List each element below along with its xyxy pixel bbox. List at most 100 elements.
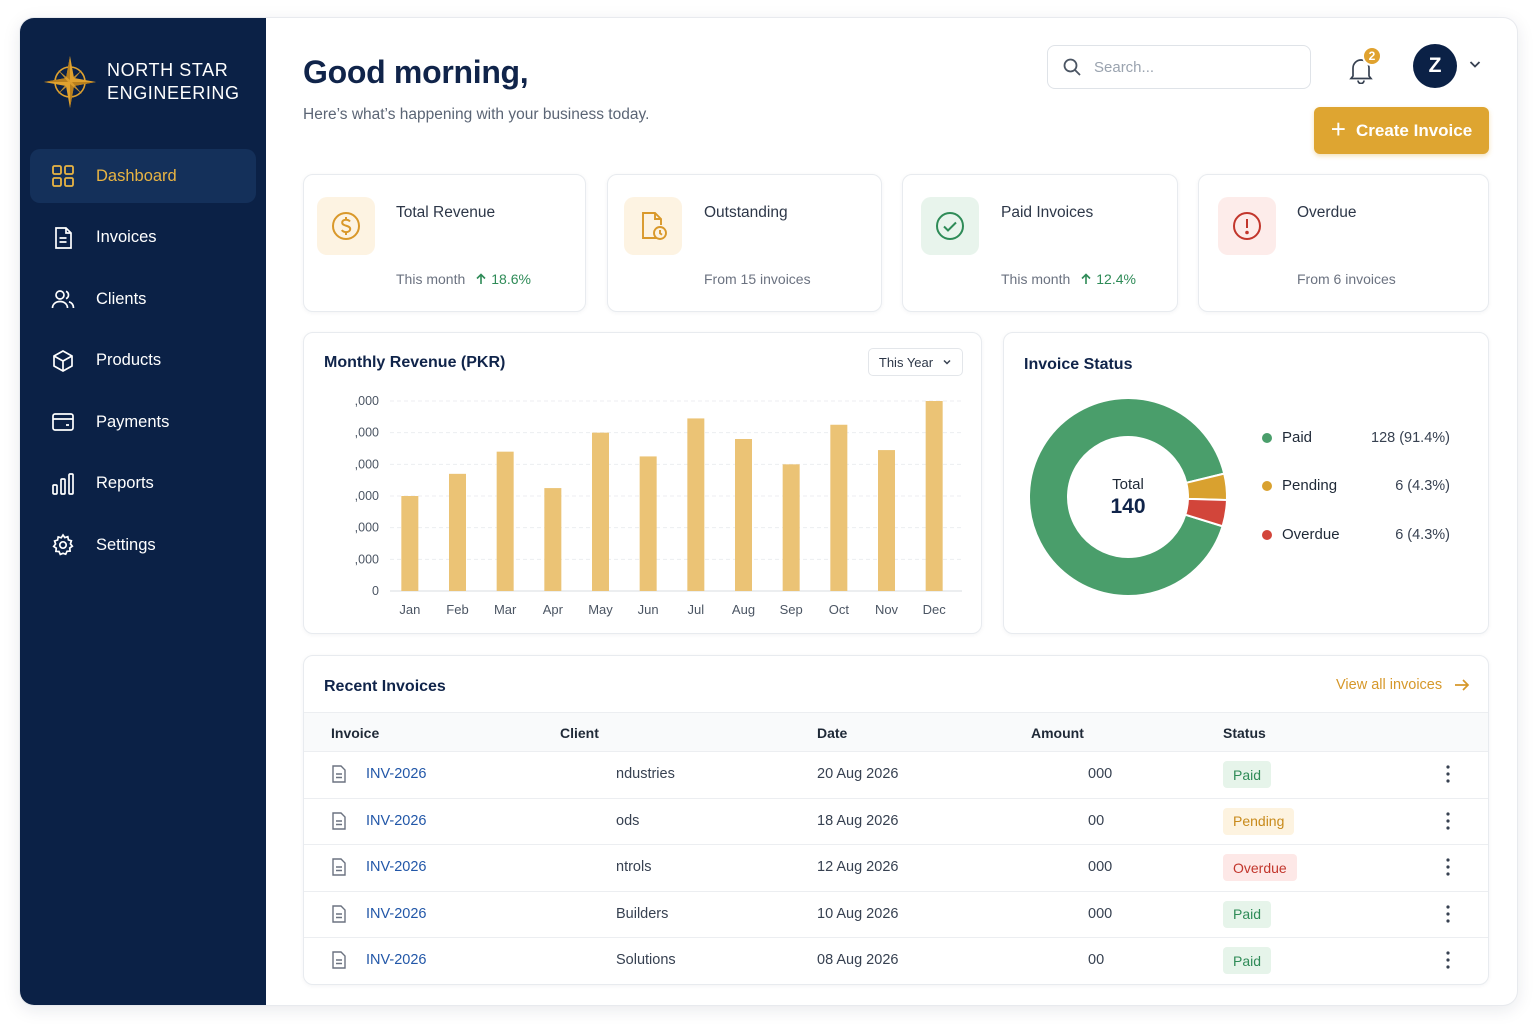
invoice-number-link[interactable]: INV-2026 [366,905,427,922]
search-input[interactable] [1094,58,1284,76]
legend-dot [1262,480,1272,491]
document-icon [332,858,346,876]
x-tick-label: Oct [829,602,850,617]
revenue-chart-card: Monthly Revenue (PKR) This Year 0 ,000 ,00… [303,332,982,634]
sidebar-item-dashboard[interactable]: Dashboard [30,149,256,203]
stat-footer: From 6 invoices [1297,271,1396,287]
y-tick-label: ,000 [355,521,379,535]
more-options-icon[interactable] [1440,763,1456,785]
y-tick-label: ,000 [355,394,379,408]
sidebar-item-reports[interactable]: Reports [30,457,256,511]
stat-card-total-revenue[interactable]: Total Revenue This month 18.6% [303,174,586,312]
legend-label: Overdue [1282,526,1340,543]
revenue-chart-title: Monthly Revenue (PKR) [324,354,506,371]
sidebar-item-label: Reports [96,474,154,492]
brand[interactable]: NORTH STAR ENGINEERING [42,54,240,110]
stat-title: Outstanding [704,204,788,221]
search-box[interactable] [1047,45,1311,89]
revenue-bar[interactable] [687,418,705,591]
sidebar-item-label: Dashboard [96,166,177,185]
sidebar-item-products[interactable]: Products [30,334,256,388]
table-row[interactable]: INV-2026 ods 18 Aug 2026 00 Pending [304,799,1488,845]
table-row[interactable]: INV-2026 Solutions 08 Aug 2026 00 Paid [304,938,1488,985]
invoice-number-link[interactable]: INV-2026 [366,952,427,968]
invoice-amount: 000 [1088,905,1113,922]
stat-card-paid-invoices[interactable]: Paid Invoices This month 12.4% [902,174,1178,312]
invoice-amount: 000 [1088,766,1113,782]
legend-value: 128 (91.4%) [1371,429,1450,446]
revenue-bar[interactable] [401,496,419,591]
invoice-number-link[interactable]: INV-2026 [366,812,427,829]
view-all-invoices-link[interactable]: View all invoices [1336,677,1470,693]
revenue-bar[interactable] [496,451,514,591]
sidebar-item-label: Invoices [96,228,157,246]
sidebar-item-clients[interactable]: Clients [30,272,256,326]
legend-item-paid: Paid 128 (91.4%) [1262,429,1450,446]
more-options-icon[interactable] [1440,949,1456,971]
x-tick-label: Aug [732,602,755,617]
notifications-button[interactable]: 2 [1346,46,1382,86]
legend-label: Pending [1282,477,1338,494]
more-options-icon[interactable] [1440,856,1456,878]
sidebar-item-label: Clients [96,289,147,308]
stat-title: Paid Invoices [1001,204,1094,221]
avatar[interactable]: Z [1413,44,1457,88]
stat-card-outstanding[interactable]: Outstanding From 15 invoices [607,174,882,312]
donut-center: Total 140 [1068,476,1188,519]
more-options-icon[interactable] [1440,810,1456,832]
invoice-amount: 00 [1088,812,1105,829]
period-select[interactable]: This Year [868,348,963,376]
stat-change: 18.6% [475,271,531,287]
box-icon [53,349,73,372]
invoice-date: 12 Aug 2026 [817,859,899,875]
revenue-bar[interactable] [449,473,466,591]
sidebar: NORTH STAR ENGINEERING Dashboard Invoice… [20,18,266,1005]
revenue-bar[interactable] [782,464,800,591]
create-invoice-button[interactable]: + Create Invoice [1314,107,1489,154]
more-options-icon[interactable] [1440,903,1456,925]
sidebar-nav: Dashboard Invoices Clients Products Paym… [30,149,256,580]
create-invoice-label: Create Invoice [1355,120,1473,140]
invoice-date: 18 Aug 2026 [817,812,899,829]
x-tick-label: Sep [780,602,803,617]
x-tick-label: Apr [543,602,564,617]
stat-change: 12.4% [1080,271,1136,287]
view-all-label: View all invoices [1336,677,1443,693]
legend-item-overdue: Overdue 6 (4.3%) [1262,526,1450,543]
table-body: INV-2026 ndustries 20 Aug 2026 000 Paid … [304,752,1488,985]
revenue-bar[interactable] [735,439,752,591]
column-header-client: Client [560,725,599,741]
revenue-bar[interactable] [925,401,943,591]
sidebar-item-invoices[interactable]: Invoices [30,211,256,265]
sidebar-item-settings[interactable]: Settings [30,518,256,572]
client-name: Solutions [616,952,676,968]
invoice-number-link[interactable]: INV-2026 [366,766,427,782]
chevron-down-icon[interactable] [1468,57,1482,71]
page-subtitle: Here’s what’s happening with your busine… [303,106,650,123]
document-icon [332,765,346,783]
table-row[interactable]: INV-2026 ntrols 12 Aug 2026 000 Overdue [304,845,1488,892]
page-title: Good morning, [303,54,529,90]
invoice-amount: 00 [1088,952,1105,968]
x-tick-label: Mar [494,602,517,617]
check-circle-icon [936,212,964,240]
revenue-bar[interactable] [830,424,848,591]
revenue-bar[interactable] [592,432,609,591]
invoice-status-donut [1028,397,1228,597]
revenue-bar[interactable] [544,488,562,591]
revenue-bar[interactable] [639,456,657,591]
donut-slice-overdue[interactable] [1184,497,1228,528]
invoice-number-link[interactable]: INV-2026 [366,859,427,875]
invoice-date: 08 Aug 2026 [817,952,899,968]
stat-icon-wrap [1218,197,1276,255]
brand-name-line2: ENGINEERING [107,83,240,103]
sidebar-item-payments[interactable]: Payments [30,395,256,449]
revenue-bar-chart: 0 ,000 ,000 ,000 ,000 ,000 ,000 Jan Feb Mar Apr May… [355,394,962,617]
table-row[interactable]: INV-2026 Builders 10 Aug 2026 000 Paid [304,892,1488,938]
clock-document-icon [642,212,667,240]
stat-card-overdue[interactable]: Overdue From 6 invoices [1198,174,1489,312]
donut-slice-paid[interactable] [1028,397,1226,597]
revenue-bar[interactable] [878,450,895,591]
x-tick-label: Jul [688,602,705,617]
table-row[interactable]: INV-2026 ndustries 20 Aug 2026 000 Paid [304,752,1488,799]
